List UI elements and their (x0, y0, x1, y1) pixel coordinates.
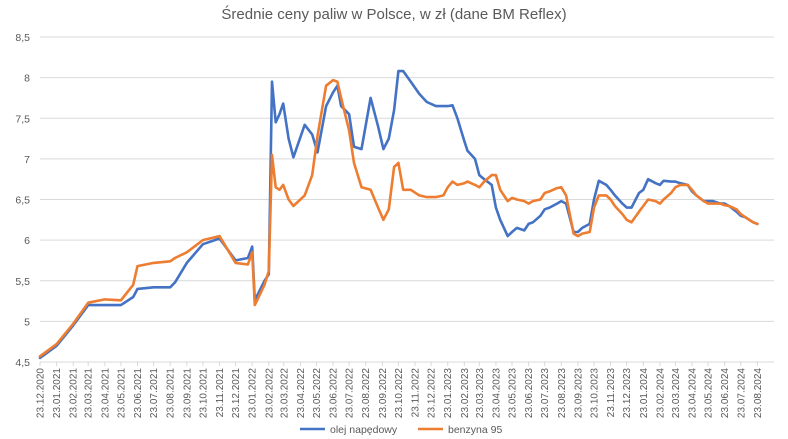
x-tick-label: 23.12.2022 (427, 368, 438, 418)
y-tick-label: 4,5 (15, 357, 30, 369)
y-tick-label: 6 (24, 235, 30, 247)
x-tick-label: 23.07.2022 (345, 368, 356, 418)
x-tick-label: 23.03.2021 (84, 368, 95, 418)
y-tick-label: 6,5 (15, 195, 30, 207)
x-tick-label: 23.11.2021 (215, 368, 226, 418)
x-tick-label: 23.07.2024 (736, 368, 747, 418)
legend-label: olej napędowy (330, 424, 398, 436)
y-tick-label: 5 (24, 316, 30, 328)
x-tick-label: 23.06.2024 (720, 368, 731, 418)
x-tick-label: 23.02.2021 (69, 368, 80, 418)
x-tick-label: 23.08.2022 (361, 368, 372, 418)
y-tick-label: 7 (24, 154, 30, 166)
x-tick-label: 23.12.2021 (231, 368, 242, 418)
legend: olej napędowy benzyna 95 (300, 424, 502, 436)
x-tick-label: 23.05.2024 (704, 368, 715, 418)
x-tick-label: 23.04.2022 (296, 368, 307, 418)
x-axis: 23.12.2020 23.01.2021 23.02.2021 23.03.2021… (36, 362, 764, 418)
series-line-petrol-95 (38, 78, 759, 358)
x-tick-label: 23.08.2023 (557, 368, 568, 418)
x-tick-label: 23.03.2024 (671, 368, 682, 418)
x-tick-label: 23.01.2024 (639, 368, 650, 418)
x-tick-label: 23.10.2021 (198, 368, 209, 418)
x-tick-label: 23.09.2022 (378, 368, 389, 418)
series-line-diesel (38, 69, 759, 360)
x-tick-label: 23.05.2023 (508, 368, 519, 418)
chart-title: Średnie ceny paliw w Polsce, w zł (dane … (221, 5, 566, 23)
x-tick-label: 23.01.2023 (443, 368, 454, 418)
x-tick-label: 23.02.2022 (264, 368, 275, 418)
x-tick-label: 23.06.2021 (133, 368, 144, 418)
y-tick-label: 8,5 (15, 32, 30, 44)
x-tick-label: 23.05.2021 (116, 368, 127, 418)
x-tick-label: 23.04.2021 (100, 368, 111, 418)
series-lines (38, 69, 759, 360)
legend-label: benzyna 95 (448, 424, 502, 436)
x-tick-label: 23.02.2023 (460, 368, 471, 418)
y-tick-label: 8 (24, 73, 30, 85)
x-tick-label: 23.07.2023 (540, 368, 551, 418)
x-tick-label: 23.10.2023 (589, 368, 600, 418)
x-tick-label: 23.08.2024 (753, 368, 764, 418)
x-tick-label: 23.03.2022 (279, 368, 290, 418)
x-tick-label: 23.07.2021 (149, 368, 160, 418)
x-tick-label: 23.01.2021 (52, 368, 63, 418)
x-tick-label: 23.12.2020 (36, 368, 47, 418)
x-tick-label: 23.06.2023 (524, 368, 535, 418)
gridlines (40, 36, 774, 363)
x-tick-label: 23.10.2022 (394, 368, 405, 418)
x-tick-label: 23.06.2022 (329, 368, 340, 418)
x-tick-label: 23.09.2023 (573, 368, 584, 418)
x-tick-label: 23.11.2023 (606, 368, 617, 418)
x-tick-label: 23.04.2023 (491, 368, 502, 418)
x-tick-label: 23.02.2024 (655, 368, 666, 418)
x-tick-label: 23.01.2022 (248, 368, 259, 418)
y-tick-label: 5,5 (15, 276, 30, 288)
x-tick-label: 23.11.2022 (411, 368, 422, 418)
x-tick-label: 23.04.2024 (688, 368, 699, 418)
y-axis: 4,5 5 5,5 6 6,5 7 7,5 8 8,5 (15, 32, 30, 369)
x-tick-label: 23.09.2021 (182, 368, 193, 418)
x-tick-label: 23.03.2023 (475, 368, 486, 418)
y-tick-label: 7,5 (15, 113, 30, 125)
x-tick-label: 23.12.2023 (622, 368, 633, 418)
x-tick-label: 23.05.2022 (312, 368, 323, 418)
x-tick-label: 23.08.2021 (166, 368, 177, 418)
